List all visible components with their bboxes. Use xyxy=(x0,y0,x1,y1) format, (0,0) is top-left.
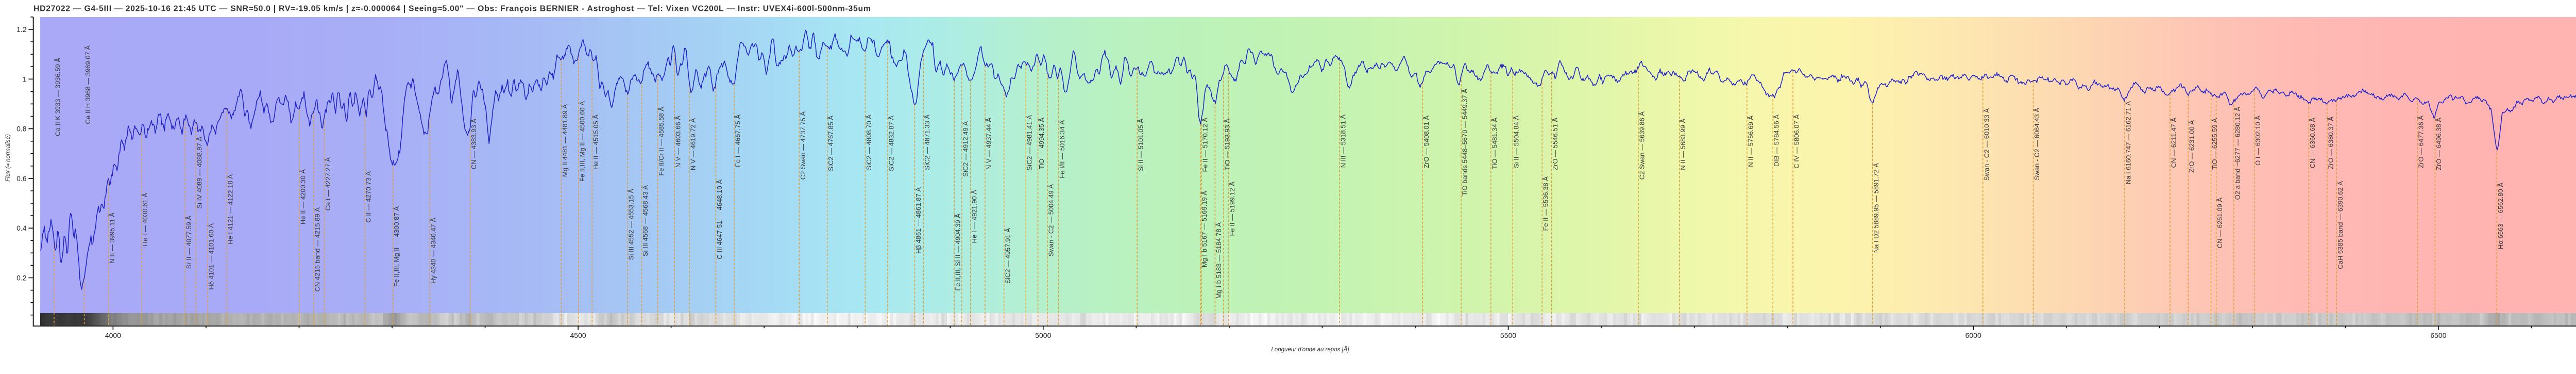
svg-text:TiO — 5193.93 Å: TiO — 5193.93 Å xyxy=(1223,119,1231,170)
svg-text:ZrO — 6231.00 Å: ZrO — 6231.00 Å xyxy=(2188,120,2196,173)
svg-text:Hβ 4861 — 4861.87 Å: Hβ 4861 — 4861.87 Å xyxy=(914,187,922,254)
svg-text:Swan - C2 — 6010.33 Å: Swan - C2 — 6010.33 Å xyxy=(1982,108,1990,181)
svg-text:CN — 4383.93 Å: CN — 4383.93 Å xyxy=(470,119,478,170)
svg-text:Na I D2 5889.95 — 5891.72 Å: Na I D2 5889.95 — 5891.72 Å xyxy=(1872,163,1880,253)
svg-text:CaH 6385 band — 6390.62 Å: CaH 6385 band — 6390.62 Å xyxy=(2336,181,2344,269)
svg-text:C III 4647-51 — 4648.10 Å: C III 4647-51 — 4648.10 Å xyxy=(716,180,723,259)
svg-text:Flux (≈ normalisé): Flux (≈ normalisé) xyxy=(5,134,11,182)
svg-text:C2 Swan — 4737.75 Å: C2 Swan — 4737.75 Å xyxy=(799,111,807,180)
svg-text:SiC2 — 4912.49 Å: SiC2 — 4912.49 Å xyxy=(961,121,969,177)
svg-text:Hδ 4101 — 4101.60 Å: Hδ 4101 — 4101.60 Å xyxy=(207,223,215,290)
svg-text:C II — 4270.73 Å: C II — 4270.73 Å xyxy=(365,171,372,223)
svg-text:N II — 5756.69 Å: N II — 5756.69 Å xyxy=(1747,116,1754,167)
svg-text:N II — 5683.99 Å: N II — 5683.99 Å xyxy=(1679,119,1687,170)
svg-text:Ca II H 3968 — 3969.07 Å: Ca II H 3968 — 3969.07 Å xyxy=(84,45,92,124)
svg-text:HD27022 — G4-5III — 2025-10-16: HD27022 — G4-5III — 2025-10-16 21:45 UTC… xyxy=(33,5,871,13)
svg-text:SiC2 — 4808.70 Å: SiC2 — 4808.70 Å xyxy=(865,115,873,170)
svg-text:1.2: 1.2 xyxy=(16,25,27,34)
svg-text:Ca II K 3933 — 3936.59 Å: Ca II K 3933 — 3936.59 Å xyxy=(54,58,61,136)
svg-text:N III — 5318.51 Å: N III — 5318.51 Å xyxy=(1339,115,1347,168)
svg-text:TiO — 4994.35 Å: TiO — 4994.35 Å xyxy=(1038,118,1045,169)
svg-text:0.4: 0.4 xyxy=(16,224,27,232)
svg-text:He II — 4200.30 Å: He II — 4200.30 Å xyxy=(299,169,307,224)
svg-text:He II — 4515.05 Å: He II — 4515.05 Å xyxy=(592,115,600,170)
svg-text:DIB — 5784.56 Å: DIB — 5784.56 Å xyxy=(1773,115,1781,167)
svg-text:Fe II,III, Si II — 4904.39 Å: Fe II,III, Si II — 4904.39 Å xyxy=(954,214,962,291)
svg-text:4000: 4000 xyxy=(105,331,121,339)
svg-text:ZrO — 6496.38 Å: ZrO — 6496.38 Å xyxy=(2435,118,2443,170)
svg-text:TiO — 5481.34 Å: TiO — 5481.34 Å xyxy=(1490,118,1498,169)
svg-text:He I 4121 — 4122.18 Å: He I 4121 — 4122.18 Å xyxy=(227,174,234,245)
svg-text:ZrO — 6477.36 Å: ZrO — 6477.36 Å xyxy=(2417,116,2425,168)
svg-text:Si III 4568 — 4568.43 Å: Si III 4568 — 4568.43 Å xyxy=(641,185,649,256)
svg-text:Longueur d'onde au repos [Å]: Longueur d'onde au repos [Å] xyxy=(1271,346,1349,353)
svg-text:6000: 6000 xyxy=(1965,331,1981,339)
svg-text:SiC2 — 4957.91 Å: SiC2 — 4957.91 Å xyxy=(1004,228,1011,284)
svg-text:ZrO — 6380.37 Å: ZrO — 6380.37 Å xyxy=(2327,117,2334,169)
svg-text:Mg I b 5183 — 5184.78 Å: Mg I b 5183 — 5184.78 Å xyxy=(1215,222,1223,299)
svg-text:Mg I b 5167 — 5169.19 Å: Mg I b 5167 — 5169.19 Å xyxy=(1200,191,1208,267)
svg-text:CN — 6211.47 Å: CN — 6211.47 Å xyxy=(2170,118,2178,168)
svg-text:Fe I/II — 5016.34 Å: Fe I/II — 5016.34 Å xyxy=(1058,120,1066,178)
svg-text:N II — 3995.11 Å: N II — 3995.11 Å xyxy=(108,213,116,264)
svg-text:Fe II — 5170.12 Å: Fe II — 5170.12 Å xyxy=(1201,118,1209,172)
svg-text:0.2: 0.2 xyxy=(16,274,27,282)
svg-text:Na I 6160.747 — 6162.71 Å: Na I 6160.747 — 6162.71 Å xyxy=(2125,101,2132,185)
svg-text:Swan - C2 — 6064.43 Å: Swan - C2 — 6064.43 Å xyxy=(2033,108,2041,181)
svg-text:1: 1 xyxy=(23,75,27,83)
svg-text:He I — 4921.90 Å: He I — 4921.90 Å xyxy=(970,190,978,243)
svg-text:C IV — 5806.07 Å: C IV — 5806.07 Å xyxy=(1793,115,1801,169)
svg-text:Si III 4552 — 4553.15 Å: Si III 4552 — 4553.15 Å xyxy=(628,189,635,260)
svg-text:Si IV 4089 — 4088.97 Å: Si IV 4089 — 4088.97 Å xyxy=(196,137,204,209)
svg-text:0.6: 0.6 xyxy=(16,174,27,183)
svg-text:He I — 4030.61 Å: He I — 4030.61 Å xyxy=(141,193,149,247)
svg-text:Si II — 5101.05 Å: Si II — 5101.05 Å xyxy=(1137,119,1145,171)
svg-text:4500: 4500 xyxy=(570,331,586,339)
svg-text:Fe II/Cr II — 4585.58 Å: Fe II/Cr II — 4585.58 Å xyxy=(657,107,665,176)
svg-text:C2 Swan — 5639.86 Å: C2 Swan — 5639.86 Å xyxy=(1638,111,1646,180)
svg-text:Fe II,III, Mg II — 4500.60 Å: Fe II,III, Mg II — 4500.60 Å xyxy=(579,101,586,182)
svg-text:Mg II 4481 — 4481.89 Å: Mg II 4481 — 4481.89 Å xyxy=(561,104,569,177)
svg-text:O2 a band ~6277 — 6280.12 Å: O2 a band ~6277 — 6280.12 Å xyxy=(2233,107,2241,200)
svg-text:Si II — 5504.84 Å: Si II — 5504.84 Å xyxy=(1513,116,1520,168)
svg-text:6500: 6500 xyxy=(2430,331,2446,339)
svg-text:Fe II — 5199.12 Å: Fe II — 5199.12 Å xyxy=(1228,182,1236,236)
svg-text:O I — 6302.10 Å: O I — 6302.10 Å xyxy=(2254,116,2262,166)
svg-text:Hα 6563 — 6562.80 Å: Hα 6563 — 6562.80 Å xyxy=(2497,183,2504,249)
svg-text:TiO bands 5448–5670 — 5449.37: TiO bands 5448–5670 — 5449.37 Å xyxy=(1461,89,1469,196)
svg-text:N V — 4937.44 Å: N V — 4937.44 Å xyxy=(985,118,992,170)
svg-text:SiC2 — 4871.33 Å: SiC2 — 4871.33 Å xyxy=(923,115,931,170)
svg-text:Fe I — 4667.75 Å: Fe I — 4667.75 Å xyxy=(734,115,742,167)
svg-text:N V — 4619.72 Å: N V — 4619.72 Å xyxy=(689,118,697,170)
svg-text:Hγ 4340 — 4340.47 Å: Hγ 4340 — 4340.47 Å xyxy=(430,218,437,284)
svg-text:N V — 4603.66 Å: N V — 4603.66 Å xyxy=(674,116,682,168)
svg-text:SiC2 — 4832.87 Å: SiC2 — 4832.87 Å xyxy=(888,116,895,171)
svg-text:5500: 5500 xyxy=(1500,331,1516,339)
svg-text:CN 4215 band — 4215.89 Å: CN 4215 band — 4215.89 Å xyxy=(314,207,321,292)
svg-text:ZrO — 5546.51 Å: ZrO — 5546.51 Å xyxy=(1551,118,1559,170)
svg-text:CN — 6261.09 Å: CN — 6261.09 Å xyxy=(2216,198,2224,249)
svg-text:TiO — 6255.59 Å: TiO — 6255.59 Å xyxy=(2211,118,2218,170)
svg-text:CN — 6360.68 Å: CN — 6360.68 Å xyxy=(2309,118,2316,169)
svg-text:SiC2 — 4767.85 Å: SiC2 — 4767.85 Å xyxy=(827,116,835,171)
svg-text:5000: 5000 xyxy=(1035,331,1051,339)
svg-text:0.8: 0.8 xyxy=(16,125,27,133)
svg-text:SiC2 — 4981.41 Å: SiC2 — 4981.41 Å xyxy=(1026,115,1033,171)
svg-text:Fe II,III, Mg II — 4300.87 Å: Fe II,III, Mg II — 4300.87 Å xyxy=(393,206,400,287)
svg-text:Fe II — 5536.38 Å: Fe II — 5536.38 Å xyxy=(1542,176,1550,231)
svg-text:Swan - C2 — 5004.49 Å: Swan - C2 — 5004.49 Å xyxy=(1047,184,1055,257)
svg-text:Ca I — 4227.27 Å: Ca I — 4227.27 Å xyxy=(324,157,332,211)
svg-text:ZrO — 5408.01 Å: ZrO — 5408.01 Å xyxy=(1422,116,1430,168)
svg-text:Sr II — 4077.59 Å: Sr II — 4077.59 Å xyxy=(185,216,193,269)
